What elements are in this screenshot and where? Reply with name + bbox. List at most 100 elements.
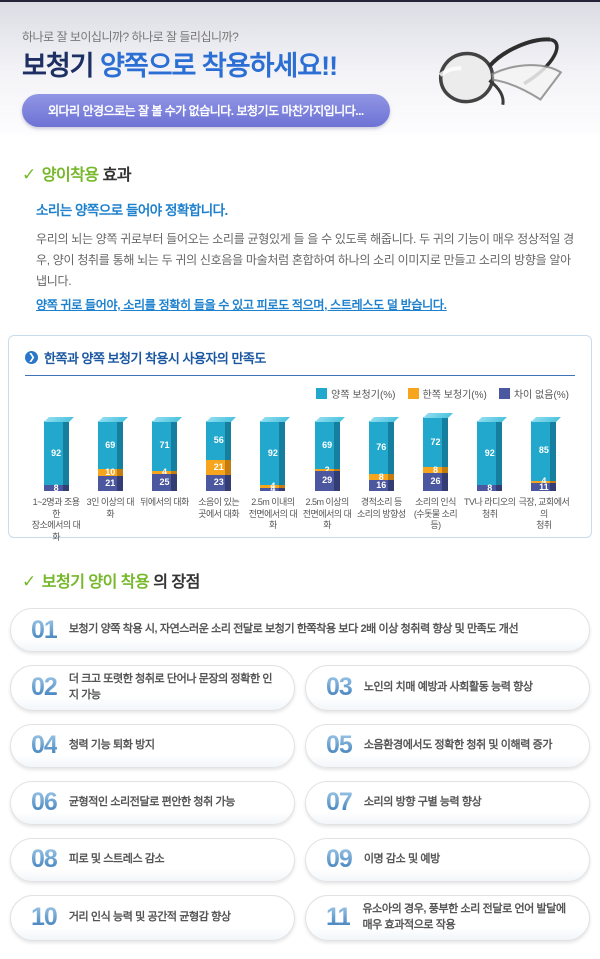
- bar-top-face: [260, 417, 291, 423]
- header-tagline: 하나로 잘 보이십니까? 하나로 잘 들리십니까?: [22, 30, 239, 44]
- stacked-bar-chart: 92 8 1~2명과 조용한 장소에서의 대화 69 10 21 3인 이상의 대화 71 4 2…: [25, 411, 575, 542]
- stacked-bar: 92 8: [43, 417, 74, 493]
- bar-segment-1: 72: [423, 416, 449, 468]
- effect-section-heading: ✓ 양이착용 효과: [22, 161, 576, 185]
- bar-value-label: 2: [324, 464, 330, 475]
- benefit-item: 04 청력 기능 퇴화 방지: [10, 723, 295, 768]
- bar-top-face: [477, 417, 508, 423]
- bar-segment-3: 26: [423, 472, 449, 491]
- bar-category-label: 뒤에서의 대화: [140, 497, 189, 507]
- legend-item: 차이 없음(%): [498, 386, 569, 401]
- bar-category-label: 2.5m 이상의 전면에서의 대화: [302, 497, 352, 531]
- bar-segment-3: 23: [206, 474, 232, 491]
- bar-value-label: 4: [161, 466, 167, 477]
- benefit-number: 03: [326, 673, 353, 702]
- bar-value-label: 10: [105, 467, 116, 478]
- benefit-text: 거리 인식 능력 및 공간적 균형감 향상: [68, 910, 231, 923]
- bar-area: 92 4 4: [260, 415, 291, 494]
- check-icon: ✓: [22, 165, 36, 184]
- bar-segment-2: 10: [97, 467, 123, 478]
- benefit-text: 노인의 치매 예방과 사회활동 능력 향상: [363, 680, 533, 693]
- legend-item: 한쪽 보청기(%): [407, 386, 487, 401]
- benefit-item: 05 소음환경에서도 정확한 청취 및 이해력 증가: [305, 723, 590, 768]
- bar-segment-1: 69: [97, 421, 123, 470]
- benefit-number: 02: [31, 673, 58, 702]
- benefit-text: 이명 감소 및 예방: [363, 852, 440, 865]
- chart-bar-column: 92 4 4 2.5m 이내의 전면에서의 대화: [246, 415, 300, 531]
- effect-emphasis-text: 양쪽 귀로 들어야, 소리를 정확히 들을 수 있고 피로도 적으며, 스트레스…: [36, 298, 447, 312]
- bar-segment-2: 2: [314, 465, 340, 474]
- benefit-number: 09: [326, 845, 353, 874]
- chart-bar-column: 92 8 1~2명과 조용한 장소에서의 대화: [29, 415, 83, 542]
- bar-value-label: 8: [433, 464, 439, 475]
- benefit-text: 더 크고 또렷한 청취로 단어나 문장의 정확한 인지 가능: [68, 673, 273, 701]
- bar-segment-3: 8: [477, 483, 503, 492]
- bar-category-label: 경적소리 등 소리의 방향성: [356, 497, 406, 519]
- legend-label: 한쪽 보청기(%): [422, 390, 487, 401]
- check-icon: ✓: [22, 572, 36, 591]
- chart-bar-column: 56 21 23 소음이 있는 곳에서 대화: [192, 415, 246, 523]
- bar-value-label: 92: [484, 447, 495, 458]
- bar-segment-3: 4: [260, 485, 286, 494]
- effect-body-text: 우리의 뇌는 양쪽 귀로부터 들어오는 소리를 균형있게 들 을 수 있도록 해…: [36, 232, 574, 288]
- bar-segment-3: 29: [314, 470, 340, 491]
- stacked-bar: 92 4 4: [260, 417, 291, 494]
- benefit-number: 08: [31, 845, 58, 874]
- satisfaction-chart-card: ❯ 한쪽과 양쪽 보청기 착용시 사용자의 만족도 양쪽 보청기(%) 한쪽 보청…: [8, 335, 592, 542]
- benefit-text: 균형적인 소리전달로 편안한 청취 가능: [68, 795, 236, 808]
- bar-value-label: 8: [53, 482, 59, 493]
- stacked-bar: 85 4 11: [531, 417, 562, 491]
- chart-legend: 양쪽 보청기(%) 한쪽 보청기(%) 차이 없음(%): [25, 386, 569, 401]
- benefit-item: 06 균형적인 소리전달로 편안한 청취 가능: [10, 780, 295, 825]
- bar-category-label: TV나 라디오의 청취: [464, 497, 516, 519]
- bar-segment-2: 4: [260, 481, 286, 492]
- bar-area: 92 8: [43, 415, 74, 493]
- legend-label: 차이 없음(%): [513, 390, 569, 401]
- stacked-bar: 56 21 23: [206, 417, 237, 491]
- bar-value-label: 92: [51, 447, 62, 458]
- benefit-item: 11 유소아의 경우, 풍부한 소리 전달로 언어 발달에 매우 효과적으로 작용: [305, 894, 590, 941]
- glasses-image: [438, 37, 563, 106]
- bar-area: 85 4 11: [531, 415, 562, 491]
- bar-value-label: 23: [213, 477, 224, 488]
- benefit-item: 07 소리의 방향 구별 능력 향상: [305, 780, 590, 825]
- bar-segment-2: 21: [206, 460, 232, 475]
- bar-segment-2: 8: [423, 464, 449, 475]
- benefit-item: 01 보청기 양쪽 착용 시, 자연스러운 소리 전달로 보청기 한쪽착용 보다 …: [10, 608, 590, 652]
- effect-heading-green: 양이착용: [41, 167, 99, 184]
- bar-category-label: 2.5m 이내의 전면에서의 대화: [248, 497, 298, 531]
- chart-bar-column: 92 8 TV나 라디오의 청취: [463, 415, 517, 523]
- legend-label: 양쪽 보청기(%): [331, 390, 396, 401]
- legend-item: 양쪽 보청기(%): [316, 386, 396, 401]
- bar-area: 71 4 25: [152, 415, 182, 491]
- benefit-text: 유소아의 경우, 풍부한 소리 전달로 언어 발달에 매우 효과적으로 작용: [362, 902, 566, 931]
- benefit-text: 소음환경에서도 정확한 청취 및 이해력 증가: [363, 738, 553, 751]
- bar-top-face: [43, 417, 74, 423]
- chart-title-row: ❯ 한쪽과 양쪽 보청기 착용시 사용자의 만족도: [25, 348, 575, 367]
- effect-lead-text: 소리는 양쪽으로 들어야 정확합니다.: [36, 203, 228, 218]
- benefit-number: 07: [326, 788, 353, 817]
- benefit-number: 11: [326, 903, 351, 932]
- bar-value-label: 29: [322, 475, 333, 486]
- bar-value-label: 69: [322, 439, 333, 450]
- chart-title: 한쪽과 양쪽 보청기 착용시 사용자의 만족도: [44, 351, 266, 366]
- bar-category-label: 소리의 인식 (수돗물 소리 등): [413, 497, 458, 531]
- bar-top-face: [314, 417, 345, 423]
- chart-bar-column: 69 2 29 2.5m 이상의 전면에서의 대화: [300, 415, 354, 531]
- benefit-text: 보청기 양쪽 착용 시, 자연스러운 소리 전달로 보청기 한쪽착용 보다 2배…: [68, 623, 519, 636]
- bar-value-label: 4: [270, 481, 276, 492]
- bar-category-label: 3인 이상의 대화: [86, 497, 135, 519]
- bar-value-label: 8: [378, 471, 384, 482]
- page-title-main: 양쪽으로 착용하세요!!: [93, 51, 338, 81]
- bar-category-label: 소음이 있는 곳에서 대화: [198, 497, 240, 519]
- benefit-text: 소리의 방향 구별 능력 향상: [363, 795, 482, 808]
- bar-segment-3: 16: [368, 479, 394, 491]
- benefit-number: 06: [31, 788, 58, 817]
- bar-segment-3: 8: [43, 482, 69, 493]
- benefit-number: 04: [31, 731, 58, 760]
- benefits-list: 01 보청기 양쪽 착용 시, 자연스러운 소리 전달로 보청기 한쪽착용 보다 …: [10, 608, 590, 941]
- legend-swatch: [316, 388, 328, 399]
- stacked-bar: 92 8: [477, 417, 508, 492]
- benefits-section-heading: ✓ 보청기 양이 착용 의 장점: [22, 568, 590, 592]
